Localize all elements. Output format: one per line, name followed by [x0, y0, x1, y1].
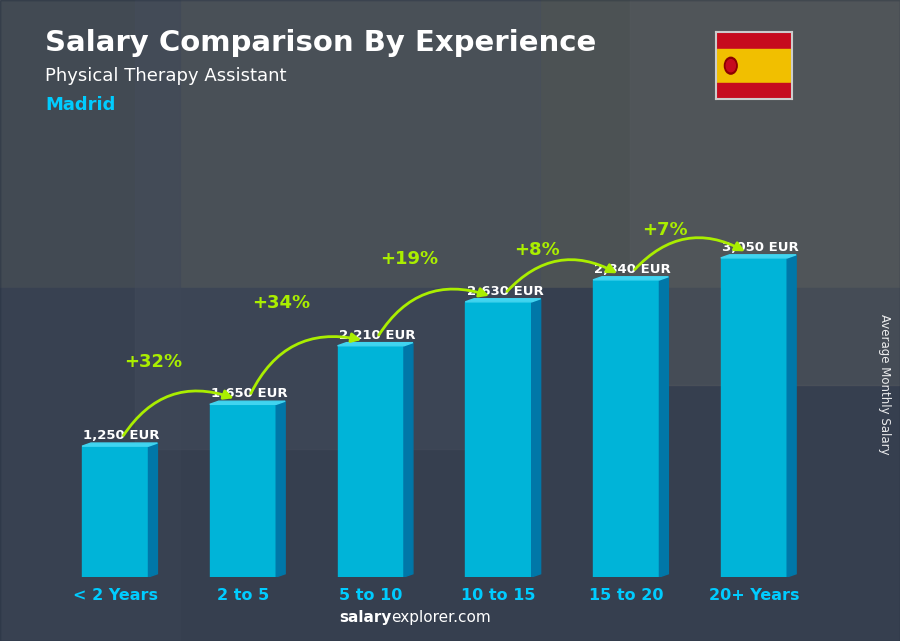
Polygon shape	[210, 401, 285, 404]
Bar	[721, 258, 788, 577]
Bar	[338, 345, 404, 577]
Bar	[465, 302, 532, 577]
Bar	[135, 0, 540, 449]
Circle shape	[726, 60, 735, 72]
Text: Average Monthly Salary: Average Monthly Salary	[878, 314, 890, 455]
Bar	[0, 288, 900, 641]
Text: 1,650 EUR: 1,650 EUR	[212, 387, 288, 400]
Polygon shape	[465, 299, 541, 302]
Text: +8%: +8%	[514, 241, 560, 259]
Text: +32%: +32%	[124, 353, 183, 371]
Polygon shape	[276, 401, 285, 577]
Text: Madrid: Madrid	[45, 96, 115, 114]
Polygon shape	[338, 343, 413, 345]
Text: explorer.com: explorer.com	[392, 610, 491, 625]
Bar	[593, 280, 660, 577]
Bar	[716, 83, 792, 99]
Text: +7%: +7%	[642, 221, 688, 239]
Text: 2,840 EUR: 2,840 EUR	[594, 263, 671, 276]
Bar	[82, 446, 148, 577]
Text: Physical Therapy Assistant: Physical Therapy Assistant	[45, 67, 286, 85]
Bar	[716, 32, 792, 49]
Polygon shape	[660, 277, 669, 577]
Polygon shape	[404, 343, 413, 577]
Bar	[0, 0, 180, 641]
Text: salary: salary	[339, 610, 392, 625]
Text: +19%: +19%	[380, 251, 438, 269]
Bar	[0, 0, 900, 288]
Polygon shape	[532, 299, 541, 577]
Polygon shape	[788, 254, 796, 577]
Text: 2,210 EUR: 2,210 EUR	[338, 329, 415, 342]
Text: 3,050 EUR: 3,050 EUR	[722, 241, 799, 254]
Bar	[716, 49, 792, 83]
Text: 1,250 EUR: 1,250 EUR	[84, 429, 160, 442]
Text: 2,630 EUR: 2,630 EUR	[466, 285, 544, 297]
Text: +34%: +34%	[252, 294, 310, 312]
Polygon shape	[148, 443, 157, 577]
Polygon shape	[593, 277, 669, 280]
Text: Salary Comparison By Experience: Salary Comparison By Experience	[45, 29, 596, 57]
Polygon shape	[721, 254, 796, 258]
Polygon shape	[82, 443, 158, 446]
Bar	[630, 0, 900, 385]
Circle shape	[724, 57, 737, 74]
Bar	[210, 404, 276, 577]
